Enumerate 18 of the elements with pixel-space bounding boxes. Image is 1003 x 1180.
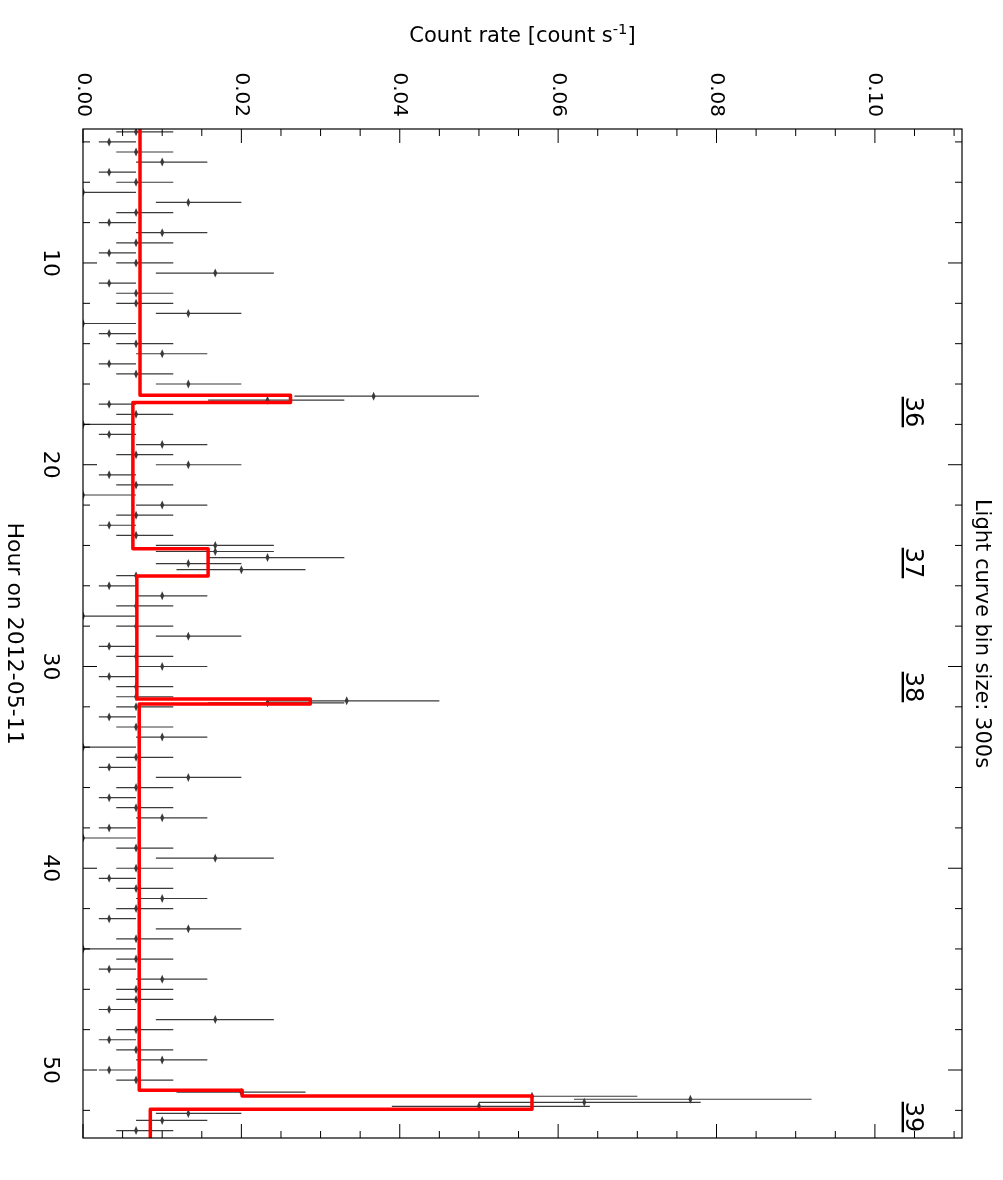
y-tick-label: 40 — [39, 854, 64, 883]
x-tick-label: 0.08 — [706, 72, 731, 117]
y-tick-label: 30 — [39, 652, 64, 681]
annotation: 38 — [900, 671, 928, 703]
y-tick-label: 10 — [39, 248, 64, 277]
annotation: 36 — [900, 396, 928, 428]
annotation: 39 — [900, 1101, 928, 1133]
x-tick-label: 0.00 — [72, 72, 97, 117]
x-tick-label: 0.04 — [389, 72, 414, 117]
text: Light curve bin size: 300s — [971, 498, 995, 769]
y-tick-label: 50 — [39, 1056, 64, 1085]
annotation: 37 — [900, 547, 928, 579]
y-tick-label: 20 — [39, 450, 64, 479]
x-tick-label: 0.02 — [230, 72, 255, 117]
x-axis-title: Count rate [count s$^{-1}$] — [409, 19, 636, 47]
x-tick-label: 0.10 — [864, 72, 889, 117]
x-tick-label: 0.06 — [547, 72, 572, 117]
y-axis-title: Hour on 2012-05-11 — [3, 522, 28, 745]
